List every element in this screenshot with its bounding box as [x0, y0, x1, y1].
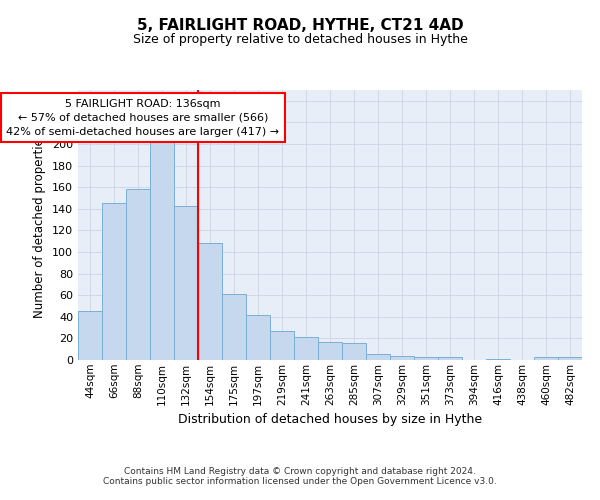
Bar	[150, 142, 174, 360]
Text: Size of property relative to detached houses in Hythe: Size of property relative to detached ho…	[133, 32, 467, 46]
Bar	[366, 354, 390, 360]
Bar	[78, 312, 102, 360]
Bar	[486, 359, 510, 360]
Bar	[534, 357, 558, 360]
Bar	[126, 190, 150, 360]
Bar	[438, 357, 462, 360]
Bar	[198, 244, 222, 360]
Bar	[390, 356, 414, 360]
Bar	[294, 338, 318, 360]
Bar	[318, 342, 342, 360]
X-axis label: Distribution of detached houses by size in Hythe: Distribution of detached houses by size …	[178, 413, 482, 426]
Y-axis label: Number of detached properties: Number of detached properties	[34, 132, 46, 318]
Bar	[270, 331, 294, 360]
Bar	[246, 314, 270, 360]
Text: Contains public sector information licensed under the Open Government Licence v3: Contains public sector information licen…	[103, 477, 497, 486]
Text: 5 FAIRLIGHT ROAD: 136sqm
← 57% of detached houses are smaller (566)
42% of semi-: 5 FAIRLIGHT ROAD: 136sqm ← 57% of detach…	[6, 98, 280, 136]
Bar	[102, 204, 126, 360]
Bar	[558, 357, 582, 360]
Bar	[342, 342, 366, 360]
Bar	[174, 206, 198, 360]
Text: Contains HM Land Registry data © Crown copyright and database right 2024.: Contains HM Land Registry data © Crown c…	[124, 467, 476, 476]
Bar	[222, 294, 246, 360]
Bar	[414, 357, 438, 360]
Text: 5, FAIRLIGHT ROAD, HYTHE, CT21 4AD: 5, FAIRLIGHT ROAD, HYTHE, CT21 4AD	[137, 18, 463, 32]
